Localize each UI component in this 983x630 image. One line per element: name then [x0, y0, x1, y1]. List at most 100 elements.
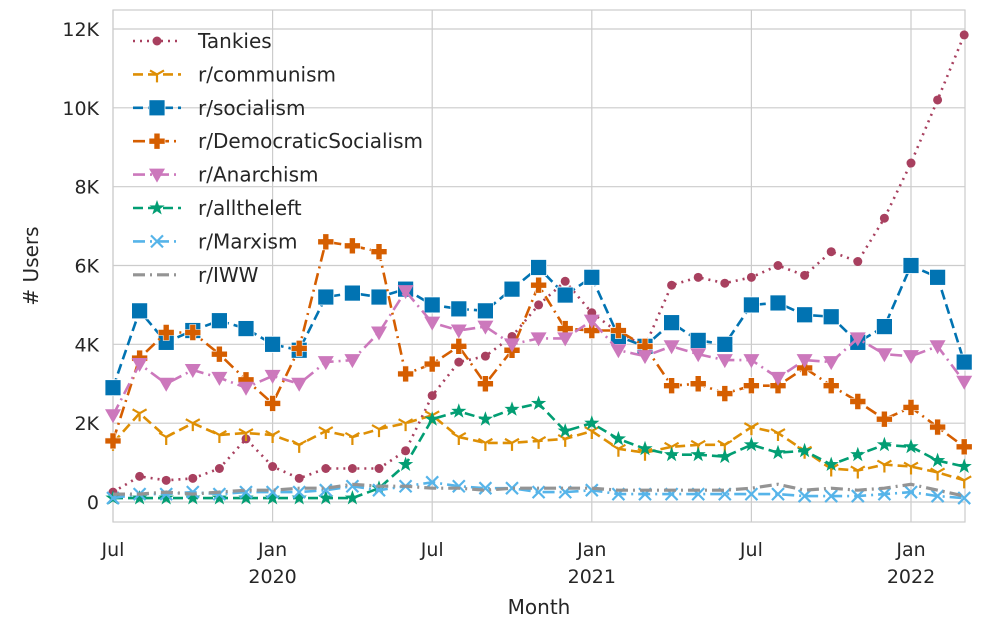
y-axis: 0 2K 4K 6K 8K 10K 12K	[62, 19, 99, 514]
data-point	[451, 403, 467, 418]
data-point	[318, 490, 334, 505]
data-point	[876, 318, 893, 335]
x-tick-label: Jul	[101, 539, 125, 561]
data-point	[720, 278, 730, 288]
data-point	[237, 320, 255, 337]
data-point	[452, 479, 466, 494]
data-point	[637, 440, 653, 456]
data-point	[637, 350, 653, 365]
data-point	[583, 314, 600, 329]
data-point	[105, 409, 121, 424]
data-point	[504, 401, 520, 416]
data-point	[823, 456, 839, 471]
data-point	[902, 257, 920, 274]
data-point	[903, 461, 919, 475]
x-axis-label: Month	[508, 595, 571, 619]
data-point	[477, 375, 494, 393]
data-point	[610, 322, 627, 339]
data-point	[956, 375, 973, 390]
data-point	[294, 473, 304, 483]
data-point	[239, 485, 253, 499]
data-point	[850, 446, 866, 462]
data-point	[185, 490, 201, 505]
data-point	[450, 300, 468, 318]
data-point	[504, 437, 520, 451]
data-point	[771, 487, 785, 501]
data-point	[214, 463, 224, 473]
legend: Tankies r/communism r/socialism r/Democrati…	[133, 29, 423, 287]
data-point	[849, 393, 867, 410]
data-point	[398, 456, 414, 471]
data-point	[451, 432, 467, 445]
legend-label: r/IWW	[198, 263, 259, 287]
data-point	[663, 314, 680, 332]
legend-marker	[148, 99, 166, 117]
data-point	[186, 485, 200, 499]
data-point	[585, 483, 599, 497]
data-point	[423, 296, 441, 314]
data-point	[135, 471, 145, 481]
data-point	[505, 481, 519, 495]
y-tick-label: 10K	[62, 98, 99, 120]
data-point	[689, 375, 707, 393]
data-point	[903, 350, 919, 365]
data-point	[583, 268, 601, 286]
data-point	[290, 339, 308, 357]
data-point	[210, 312, 228, 330]
data-point	[769, 294, 787, 312]
data-point	[823, 356, 840, 371]
data-point	[716, 354, 733, 369]
data-point	[746, 272, 756, 282]
data-point	[132, 408, 148, 422]
legend-marker	[150, 234, 164, 249]
legend-item: r/Anarchism	[133, 163, 319, 187]
plot-frame	[112, 9, 966, 523]
x-tick-year: 2021	[568, 566, 616, 588]
data-point	[478, 481, 493, 495]
data-point	[610, 430, 626, 446]
data-point	[929, 268, 946, 286]
x-tick-year: 2020	[248, 566, 296, 588]
data-point	[929, 418, 946, 436]
data-point	[211, 430, 227, 443]
data-point	[930, 467, 946, 481]
data-point	[930, 489, 945, 503]
data-point	[477, 437, 493, 451]
data-point	[477, 411, 493, 426]
legend-label: r/alltheleft	[198, 196, 302, 220]
data-point	[876, 459, 892, 473]
series-r-communism	[105, 408, 972, 489]
data-point	[371, 424, 387, 438]
y-tick-label: 8K	[74, 177, 99, 199]
data-point	[534, 300, 544, 310]
data-point	[265, 430, 281, 443]
data-point	[345, 479, 360, 494]
legend-label: r/communism	[198, 62, 336, 86]
data-point	[292, 485, 306, 499]
x-tick-label: Jan	[576, 539, 606, 561]
data-point	[876, 410, 893, 428]
data-point	[904, 485, 918, 499]
data-point	[955, 438, 973, 456]
data-point	[853, 257, 863, 267]
data-point	[610, 443, 626, 457]
legend-marker	[149, 200, 165, 215]
data-point	[344, 237, 361, 255]
legend-label: r/socialism	[198, 96, 305, 120]
legend-label: r/Anarchism	[198, 163, 319, 187]
data-point	[264, 335, 282, 353]
data-point	[531, 435, 547, 449]
data-point	[317, 356, 334, 371]
data-point	[132, 490, 148, 505]
series-line	[113, 402, 965, 500]
data-point	[610, 344, 627, 359]
data-point	[557, 332, 574, 347]
data-point	[212, 487, 227, 501]
data-point	[796, 354, 813, 369]
series-r-iww	[113, 482, 965, 498]
data-point	[318, 426, 334, 440]
data-point	[401, 446, 411, 456]
data-point	[933, 95, 943, 105]
data-point	[744, 487, 759, 501]
data-point	[157, 324, 175, 341]
